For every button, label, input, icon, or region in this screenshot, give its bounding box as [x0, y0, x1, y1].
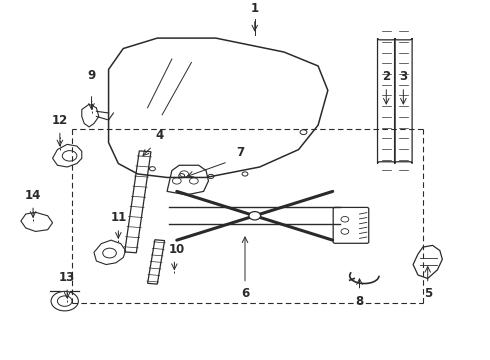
Text: 13: 13 — [59, 271, 75, 284]
Text: 2: 2 — [382, 71, 391, 84]
Text: 10: 10 — [169, 243, 185, 256]
Text: 3: 3 — [399, 71, 407, 84]
Text: 14: 14 — [25, 189, 41, 202]
Text: 1: 1 — [251, 3, 259, 15]
Text: 9: 9 — [87, 69, 96, 82]
Text: 11: 11 — [110, 211, 126, 225]
Text: 7: 7 — [236, 146, 244, 159]
Circle shape — [249, 212, 261, 220]
Text: 12: 12 — [52, 114, 68, 127]
Text: 8: 8 — [355, 294, 364, 307]
Text: 4: 4 — [156, 129, 164, 141]
Text: 6: 6 — [241, 287, 249, 300]
Text: 5: 5 — [423, 287, 432, 300]
